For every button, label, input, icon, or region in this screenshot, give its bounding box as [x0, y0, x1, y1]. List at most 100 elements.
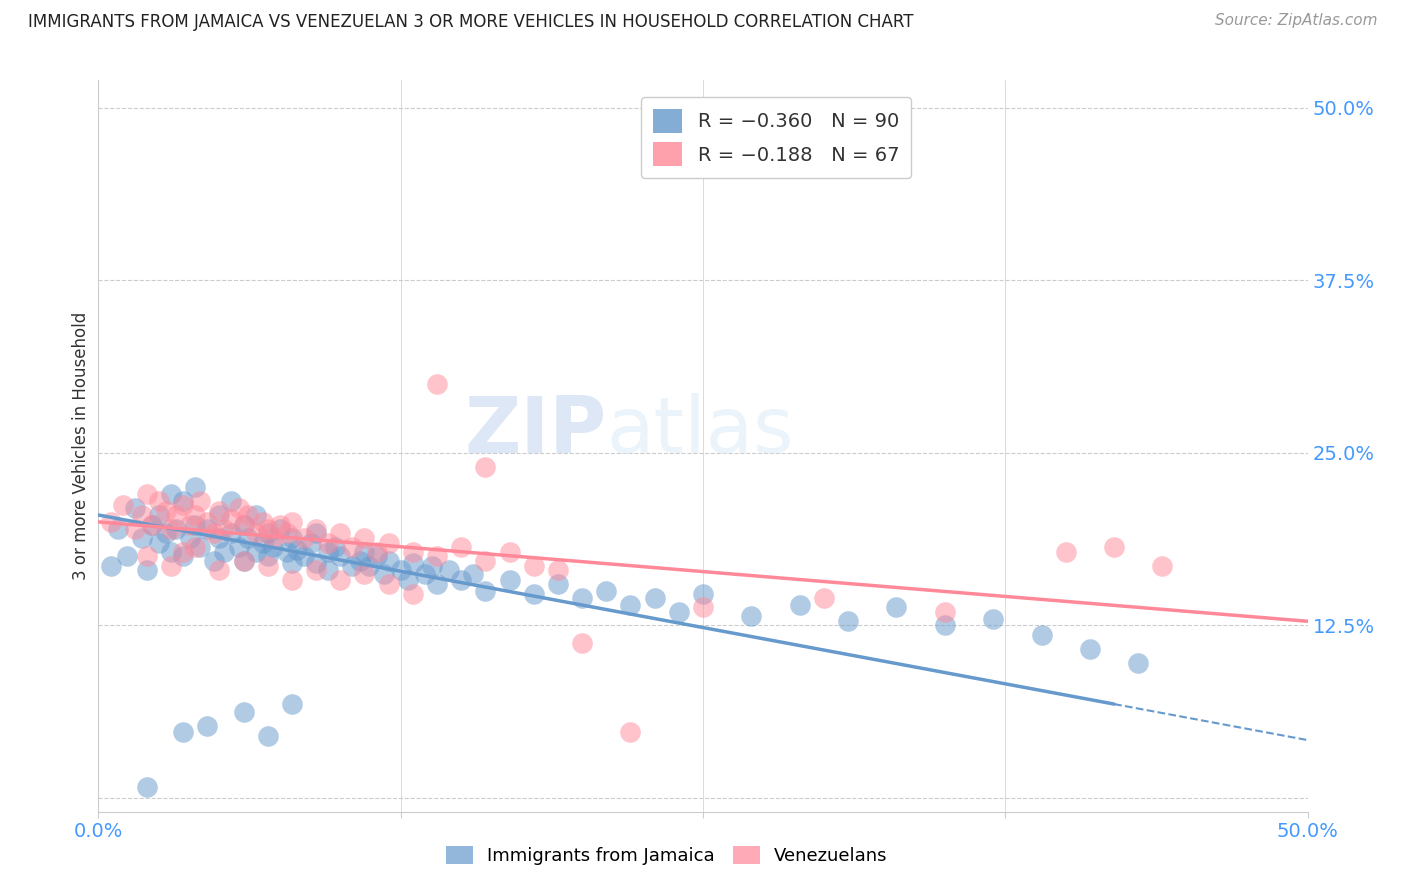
- Point: [571, 636, 593, 650]
- Point: [184, 517, 207, 532]
- Point: [402, 545, 425, 559]
- Point: [172, 494, 194, 508]
- Point: [262, 540, 284, 554]
- Point: [252, 515, 274, 529]
- Point: [208, 508, 231, 522]
- Point: [184, 540, 207, 554]
- Point: [619, 724, 641, 739]
- Legend: Immigrants from Jamaica, Venezuelans: Immigrants from Jamaica, Venezuelans: [439, 838, 896, 872]
- Text: IMMIGRANTS FROM JAMAICA VS VENEZUELAN 3 OR MORE VEHICLES IN HOUSEHOLD CORRELATIO: IMMIGRANTS FROM JAMAICA VS VENEZUELAN 3 …: [28, 13, 914, 31]
- Point: [413, 567, 436, 582]
- Point: [523, 559, 546, 574]
- Y-axis label: 3 or more Vehicles in Household: 3 or more Vehicles in Household: [72, 312, 90, 580]
- Point: [1054, 545, 1077, 559]
- Point: [692, 600, 714, 615]
- Point: [184, 480, 207, 494]
- Point: [837, 614, 859, 628]
- Point: [281, 515, 304, 529]
- Point: [342, 540, 364, 554]
- Point: [325, 540, 347, 554]
- Point: [292, 532, 315, 546]
- Point: [269, 517, 291, 532]
- Point: [245, 525, 267, 540]
- Point: [740, 608, 762, 623]
- Point: [232, 706, 254, 720]
- Point: [1102, 540, 1125, 554]
- Point: [644, 591, 666, 605]
- Point: [389, 563, 412, 577]
- Point: [668, 605, 690, 619]
- Point: [353, 532, 375, 546]
- Point: [172, 724, 194, 739]
- Point: [195, 515, 218, 529]
- Point: [316, 563, 339, 577]
- Text: atlas: atlas: [606, 393, 794, 469]
- Point: [148, 535, 170, 549]
- Point: [232, 553, 254, 567]
- Point: [523, 587, 546, 601]
- Point: [256, 549, 278, 564]
- Point: [498, 545, 520, 559]
- Point: [402, 557, 425, 571]
- Point: [165, 508, 187, 522]
- Point: [437, 563, 460, 577]
- Point: [547, 577, 569, 591]
- Point: [281, 697, 304, 711]
- Point: [160, 487, 183, 501]
- Point: [195, 719, 218, 733]
- Point: [349, 553, 371, 567]
- Point: [204, 553, 226, 567]
- Point: [276, 525, 298, 540]
- Point: [228, 501, 250, 516]
- Point: [131, 508, 153, 522]
- Point: [148, 494, 170, 508]
- Point: [135, 563, 157, 577]
- Text: ZIP: ZIP: [464, 393, 606, 469]
- Point: [1031, 628, 1053, 642]
- Point: [221, 525, 243, 540]
- Point: [377, 577, 399, 591]
- Point: [426, 577, 449, 591]
- Point: [141, 517, 163, 532]
- Point: [329, 549, 352, 564]
- Point: [329, 525, 352, 540]
- Point: [107, 522, 129, 536]
- Point: [1152, 559, 1174, 574]
- Point: [245, 545, 267, 559]
- Point: [353, 545, 375, 559]
- Point: [547, 563, 569, 577]
- Point: [100, 559, 122, 574]
- Point: [135, 549, 157, 564]
- Point: [256, 525, 278, 540]
- Point: [316, 545, 339, 559]
- Point: [789, 598, 811, 612]
- Point: [474, 459, 496, 474]
- Point: [402, 587, 425, 601]
- Point: [208, 563, 231, 577]
- Point: [285, 542, 308, 557]
- Point: [204, 525, 226, 540]
- Point: [281, 557, 304, 571]
- Point: [474, 553, 496, 567]
- Point: [172, 499, 194, 513]
- Point: [377, 553, 399, 567]
- Point: [232, 517, 254, 532]
- Point: [252, 535, 274, 549]
- Point: [256, 559, 278, 574]
- Point: [305, 522, 328, 536]
- Point: [212, 545, 235, 559]
- Point: [221, 494, 243, 508]
- Point: [571, 591, 593, 605]
- Point: [256, 729, 278, 743]
- Point: [160, 545, 183, 559]
- Point: [212, 522, 235, 536]
- Point: [124, 501, 146, 516]
- Point: [474, 583, 496, 598]
- Point: [305, 525, 328, 540]
- Point: [238, 532, 260, 546]
- Point: [281, 573, 304, 587]
- Point: [498, 573, 520, 587]
- Point: [366, 549, 388, 564]
- Point: [195, 522, 218, 536]
- Point: [426, 549, 449, 564]
